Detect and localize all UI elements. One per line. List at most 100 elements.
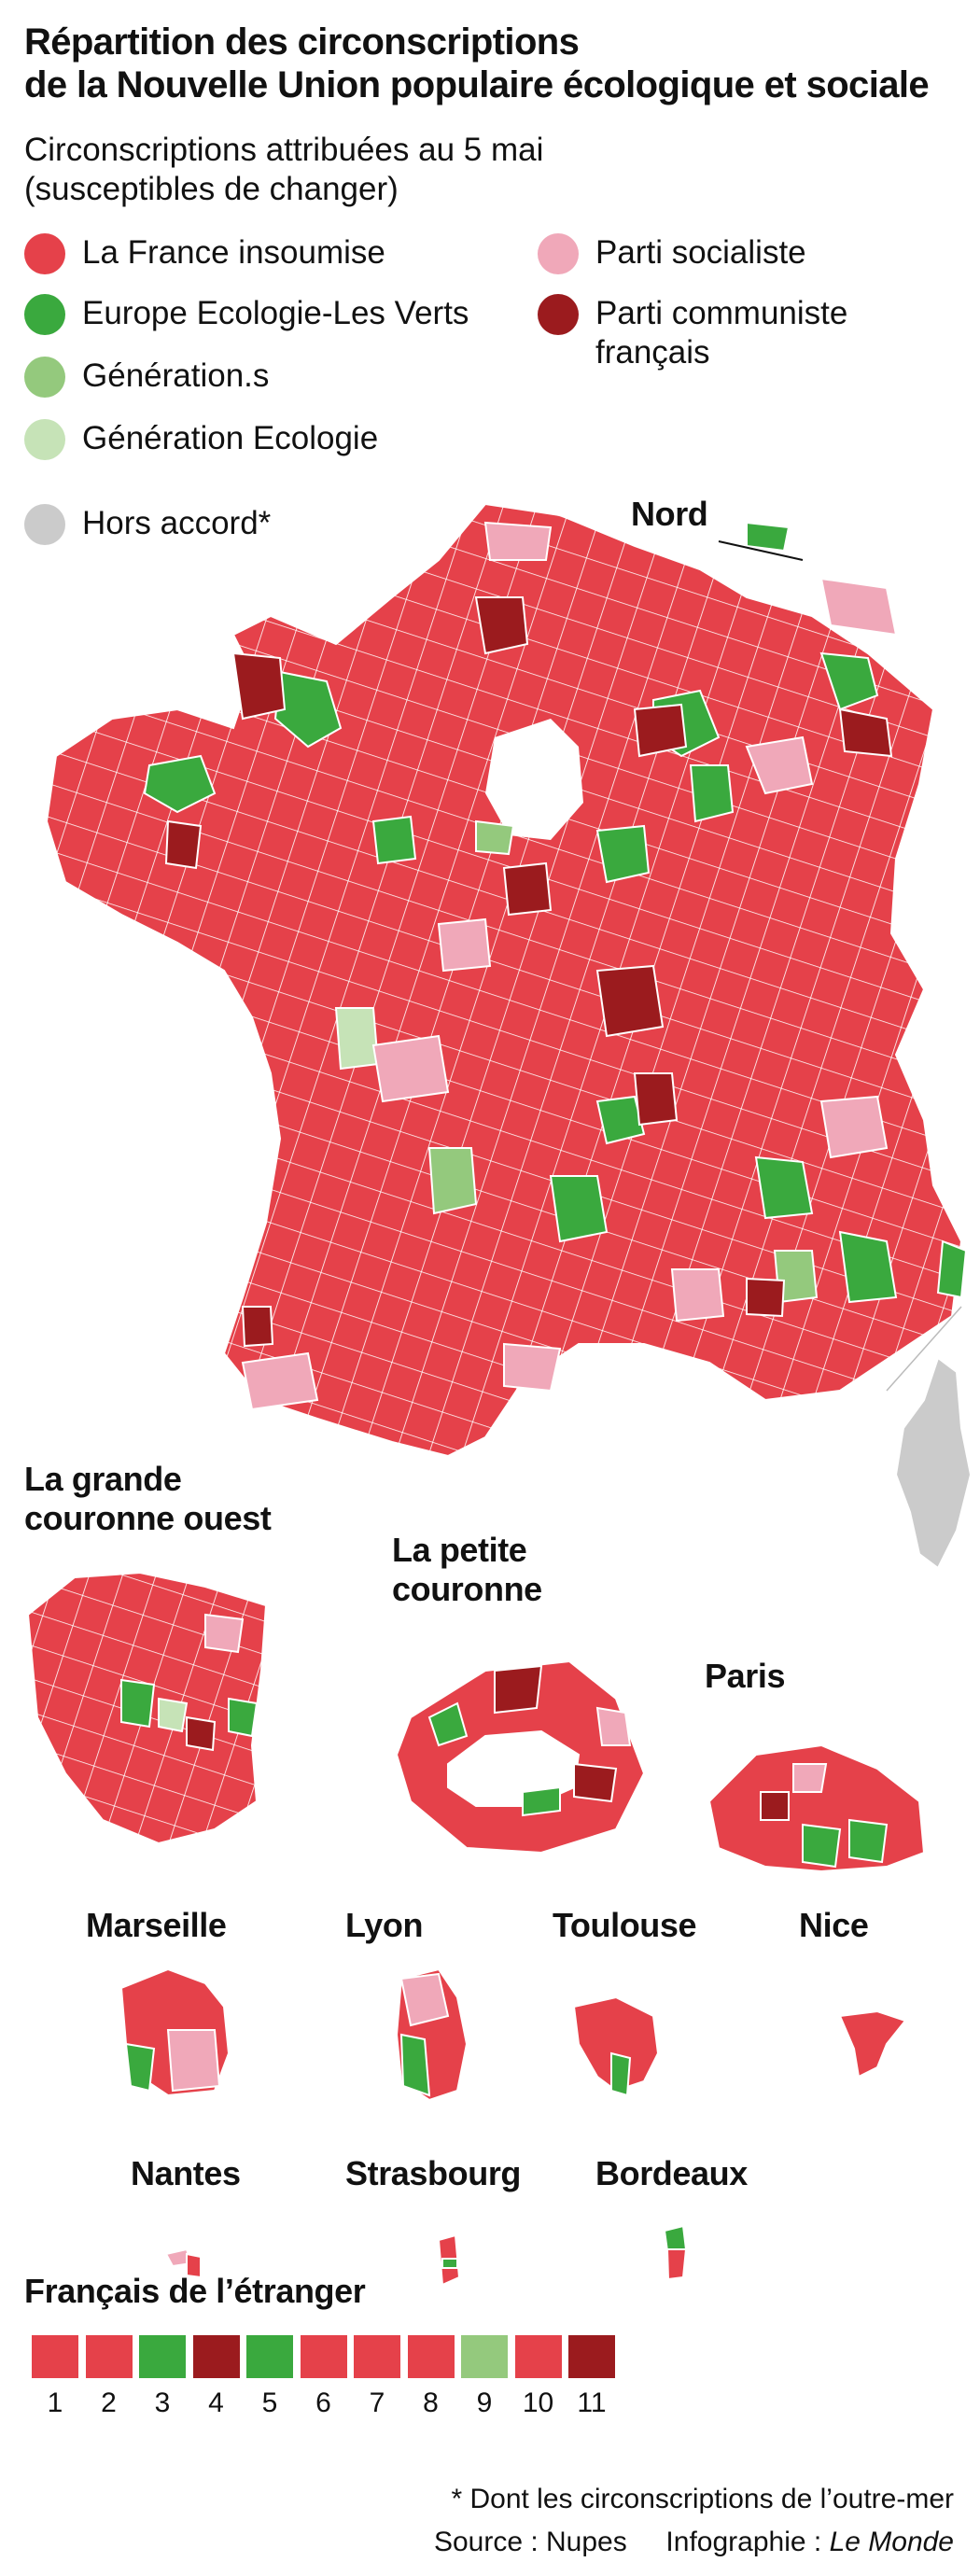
ile-de-france-gap (485, 719, 583, 840)
district-eelv (522, 1785, 561, 1817)
district-ps (371, 1034, 450, 1103)
district-eelv (228, 1697, 259, 1738)
label-petite-couronne-line-2: couronne (392, 1570, 542, 1608)
district-ps (819, 1095, 889, 1159)
map-marseille (119, 1967, 231, 2097)
etranger-number-3: 3 (154, 2387, 171, 2418)
etranger-number-7: 7 (369, 2387, 385, 2418)
france-district-grid (47, 504, 961, 1456)
district-pcf (633, 703, 688, 758)
toulouse-shape (572, 1995, 660, 2093)
etranger-box-7 (354, 2335, 400, 2378)
label-nice: Nice (799, 1906, 869, 1944)
district-pcf (164, 819, 203, 870)
maps-svg (26, 502, 973, 2287)
etranger-number-8: 8 (423, 2387, 439, 2418)
district-pcf (474, 596, 529, 655)
label-nantes: Nantes (131, 2154, 241, 2192)
legend-label-pcf-line-1: Parti communiste (595, 295, 848, 331)
district-eelv (124, 2042, 156, 2093)
label-marseille: Marseille (86, 1906, 227, 1944)
nantes-shape-2 (186, 2252, 202, 2279)
bordeaux-shape (663, 2224, 688, 2253)
etranger-number-5: 5 (261, 2387, 278, 2418)
credits-infographie: Infographie : (665, 2527, 822, 2557)
district-eelv (610, 2051, 632, 2097)
district-eelv (838, 1230, 898, 1304)
district-eelv (746, 521, 791, 553)
district-ps (503, 1342, 562, 1393)
map-grande-couronne-ouest (26, 1571, 268, 1845)
etranger-number-11: 11 (577, 2387, 607, 2418)
district-eelv (936, 1239, 968, 1299)
district-pcf (186, 1715, 217, 1752)
etranger-box-4 (192, 2335, 240, 2378)
district-pcf (746, 1277, 786, 1318)
label-toulouse: Toulouse (553, 1906, 697, 1944)
etranger-number-2: 2 (101, 2387, 117, 2418)
district-pcf (573, 1762, 618, 1803)
district-generation-s (427, 1147, 478, 1215)
legend-item-generation-s: Génération.s (24, 357, 269, 398)
label-grande-couronne-line-2: couronne ouest (24, 1499, 272, 1537)
district-eelv (595, 1095, 646, 1145)
district-generation-ecologie (334, 1007, 380, 1071)
label-petite-couronne-line-1: La petite (392, 1531, 527, 1569)
legend-label-hors-accord: Hors accord* (82, 505, 272, 541)
credits-source: Source : Nupes (433, 2527, 627, 2557)
legend-label-pcf-line-2: français (595, 334, 710, 371)
legend-item-ps: Parti socialiste (538, 233, 806, 274)
etranger-box-11 (568, 2335, 615, 2378)
district-pcf (838, 707, 893, 758)
map-lyon (395, 1967, 469, 2102)
footnote: * Dont les circonscriptions de l’outre-m… (451, 2484, 954, 2514)
district-ps (204, 1613, 245, 1654)
map-toulouse (572, 1995, 660, 2097)
map-paris (707, 1743, 926, 1873)
nord-leader-line (718, 540, 804, 561)
etranger-box-10 (514, 2335, 562, 2378)
legend-label-pcf: Parti communiste français (595, 294, 847, 372)
label-grande-couronne-line-1: La grande (24, 1460, 182, 1498)
district-pcf (633, 1072, 679, 1127)
etranger-box-3 (139, 2335, 186, 2378)
title-line-1: Répartition des circonscriptions (24, 21, 580, 63)
label-lyon: Lyon (345, 1906, 424, 1944)
etranger-box-8 (407, 2335, 455, 2378)
district-eelv (819, 651, 879, 711)
legend-label-generation-s: Génération.s (82, 357, 270, 394)
legend-item-generation-ecologie: Génération Ecologie (24, 419, 378, 460)
district-eelv (371, 815, 417, 865)
subtitle-line-2: (susceptibles de changer) (24, 171, 399, 207)
district-eelv (427, 1701, 469, 1747)
map-corsica (894, 1356, 973, 1570)
district-generation-ecologie (158, 1697, 189, 1733)
district-eelv (689, 764, 735, 823)
district-pcf (231, 651, 287, 721)
district-eelv (802, 1823, 842, 1869)
district-ps (819, 577, 898, 637)
district-ps (241, 1351, 319, 1411)
legend-swatch-ps (538, 233, 579, 274)
legend-label-ps: Parti socialiste (595, 234, 806, 271)
legend-item-lfi: La France insoumise (24, 233, 385, 274)
etranger-box-1 (32, 2335, 78, 2378)
district-ps (399, 1972, 450, 2027)
etranger-box-6 (300, 2335, 347, 2378)
etranger-box-2 (85, 2335, 133, 2378)
district-ps (166, 2029, 221, 2093)
subtitle-line-1: Circonscriptions attribuées au 5 mai (24, 132, 544, 168)
etranger-number-9: 9 (476, 2387, 493, 2418)
district-pcf (760, 1791, 790, 1821)
legend-swatch-hors-accord (24, 504, 65, 545)
legend-label-eelv: Europe Ecologie-Les Verts (82, 295, 469, 331)
legend-swatch-generation-s (24, 357, 65, 398)
legend-swatch-eelv (24, 294, 65, 335)
subtitle: Circonscriptions attribuées au 5 mai (su… (24, 131, 543, 209)
district-eelv (754, 1155, 814, 1220)
label-bordeaux: Bordeaux (595, 2154, 748, 2192)
legend-label-generation-ecologie: Génération Ecologie (82, 420, 379, 456)
district-ps (792, 1763, 828, 1793)
district-pcf (502, 861, 553, 917)
district-eelv (143, 754, 217, 814)
